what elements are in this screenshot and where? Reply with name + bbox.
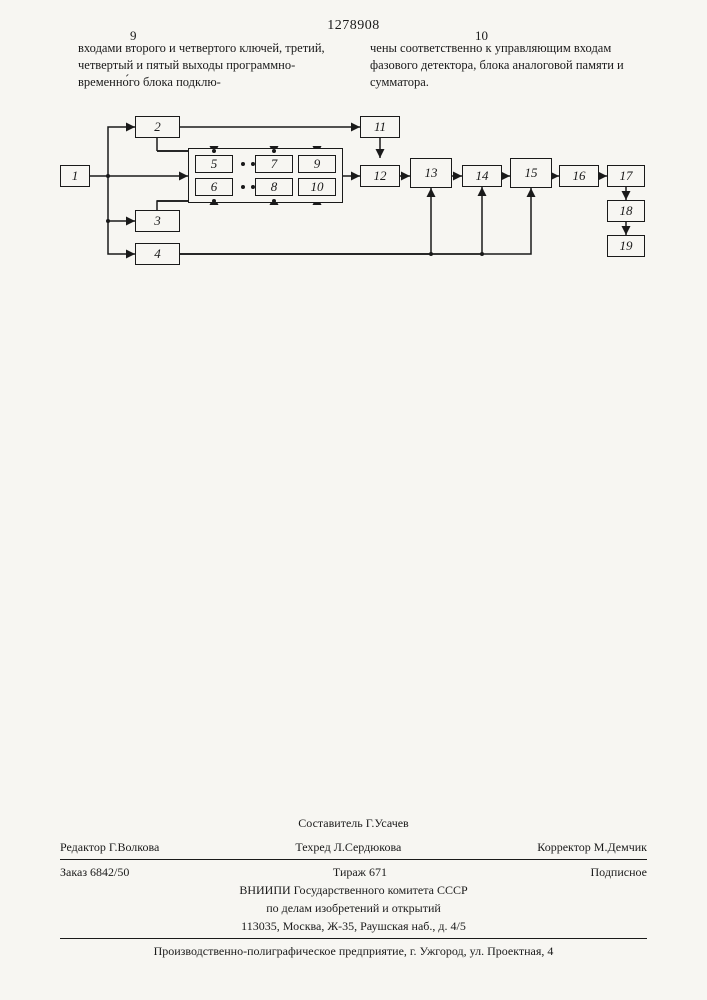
block-diagram: 12345678910111213141516171819 <box>60 110 645 290</box>
junction-dot <box>272 199 276 203</box>
text-column-left: входами второго и четвертого ключей, тре… <box>78 40 338 91</box>
junction-dot <box>106 219 110 223</box>
org-address: 113035, Москва, Ж-35, Раушская наб., д. … <box>60 917 647 935</box>
block-3: 3 <box>135 210 180 232</box>
junction-dot <box>251 162 255 166</box>
text-column-right: чены соответственно к управляющим входам… <box>370 40 630 91</box>
corrector: Корректор М.Демчик <box>537 838 647 856</box>
divider <box>60 859 647 860</box>
block-9: 9 <box>298 155 336 173</box>
org-line-1: ВНИИПИ Государственного комитета СССР <box>60 881 647 899</box>
divider <box>60 938 647 939</box>
circulation: Тираж 671 <box>333 863 387 881</box>
block-19: 19 <box>607 235 645 257</box>
page: 1278908 9 10 входами второго и четвертог… <box>0 0 707 1000</box>
block-7: 7 <box>255 155 293 173</box>
block-6: 6 <box>195 178 233 196</box>
block-5: 5 <box>195 155 233 173</box>
footer: Составитель Г.Усачев Редактор Г.Волкова … <box>0 814 707 1000</box>
block-18: 18 <box>607 200 645 222</box>
junction-dot <box>480 252 484 256</box>
block-14: 14 <box>462 165 502 187</box>
junction-dot <box>241 162 245 166</box>
order-number: Заказ 6842/50 <box>60 863 129 881</box>
block-13: 13 <box>410 158 452 188</box>
block-11: 11 <box>360 116 400 138</box>
compiler-line: Составитель Г.Усачев <box>60 814 647 832</box>
block-1: 1 <box>60 165 90 187</box>
patent-number: 1278908 <box>327 18 380 34</box>
block-10: 10 <box>298 178 336 196</box>
junction-dot <box>106 174 110 178</box>
junction-dot <box>272 149 276 153</box>
tech-editor: Техред Л.Сердюкова <box>295 838 401 856</box>
block-12: 12 <box>360 165 400 187</box>
block-2: 2 <box>135 116 180 138</box>
junction-dot <box>241 185 245 189</box>
block-16: 16 <box>559 165 599 187</box>
block-8: 8 <box>255 178 293 196</box>
printer-line: Производственно-полиграфическое предприя… <box>60 942 647 960</box>
block-17: 17 <box>607 165 645 187</box>
junction-dot <box>429 252 433 256</box>
block-4: 4 <box>135 243 180 265</box>
junction-dot <box>212 149 216 153</box>
block-15: 15 <box>510 158 552 188</box>
junction-dot <box>251 185 255 189</box>
subscription: Подписное <box>591 863 648 881</box>
org-line-2: по делам изобретений и открытий <box>60 899 647 917</box>
junction-dot <box>212 199 216 203</box>
editor: Редактор Г.Волкова <box>60 838 159 856</box>
